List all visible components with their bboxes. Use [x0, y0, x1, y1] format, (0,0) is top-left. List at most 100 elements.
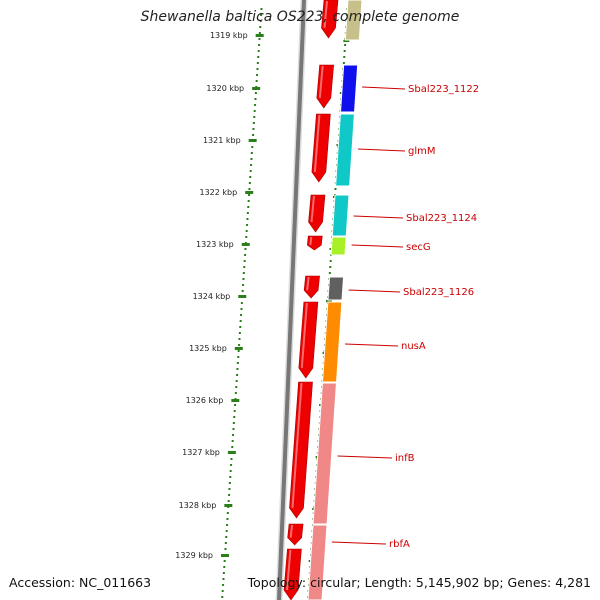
guide-dot-left [233, 416, 236, 418]
gene-arrow-highlight [289, 524, 294, 538]
scale-tick [238, 295, 247, 298]
guide-dot-right [329, 266, 332, 268]
guide-dot-left [222, 572, 225, 574]
guide-dot-left [236, 368, 239, 370]
gene-leader-line [362, 86, 406, 90]
guide-dot-left [245, 230, 248, 232]
scale-tick-label: 1328 kbp [179, 501, 217, 510]
guide-dot-left [232, 422, 235, 424]
scale-tick [221, 554, 229, 557]
guide-dot-left [233, 410, 236, 412]
guide-dot-left [223, 566, 226, 568]
guide-dot-left [237, 350, 240, 352]
gene-leader-line [357, 148, 406, 152]
gene-category-box [339, 64, 359, 113]
guide-dot-left [238, 338, 241, 340]
gene-arrow-forward [289, 381, 313, 519]
gene-label: nusA [401, 341, 426, 352]
guide-dot-left [260, 8, 263, 10]
gene-label: infB [395, 453, 415, 464]
scale-tick [231, 399, 240, 402]
guide-dot-left [252, 128, 255, 130]
guide-dot-left [240, 314, 243, 316]
guide-dot-left [244, 248, 247, 250]
guide-dot-left [243, 260, 246, 262]
minor-tick [326, 300, 332, 302]
guide-dot-left [239, 320, 242, 322]
guide-dot-left [222, 578, 225, 580]
guide-dot-left [227, 500, 230, 502]
guide-dot-left [255, 80, 258, 82]
guide-dot-left [230, 458, 233, 460]
scale-tick-label: 1324 kbp [193, 292, 231, 301]
guide-dot-left [223, 560, 226, 562]
guide-dot-left [244, 254, 247, 256]
topology-text: Topology: circular; Length: 5,145,902 bp… [247, 575, 591, 590]
guide-dot-left [258, 32, 261, 34]
scale-tick [248, 139, 257, 142]
guide-dot-left [242, 284, 245, 286]
guide-dot-left [236, 374, 239, 376]
guide-dot-left [250, 158, 253, 160]
guide-dot-left [243, 266, 246, 268]
guide-dot-left [225, 536, 228, 538]
scale-tick-label: 1326 kbp [186, 396, 224, 405]
guide-dot-left [256, 62, 259, 64]
gene-category-box [330, 236, 347, 256]
guide-dot-left [257, 56, 260, 58]
guide-dot-left [222, 584, 225, 586]
gene-category-box [331, 194, 350, 237]
genome-title: Shewanella baltica OS223, complete genom… [140, 9, 460, 25]
guide-dot-left [234, 392, 237, 394]
gene-label: glmM [408, 146, 436, 157]
guide-dot-left [229, 476, 232, 478]
guide-dot-left [248, 182, 251, 184]
guide-dot-left [226, 512, 229, 514]
guide-dot-left [231, 440, 234, 442]
guide-dot-left [228, 494, 231, 496]
guide-dot-right [328, 272, 331, 274]
gene-arrow-forward [298, 301, 319, 379]
guide-dot-left [226, 524, 229, 526]
gene-label: rbfA [389, 539, 410, 550]
gene-arrow-highlight [309, 236, 313, 246]
guide-dot-left [248, 188, 251, 190]
gene-leader-line [348, 289, 401, 293]
guide-dot-left [242, 278, 245, 280]
accession-text: Accession: NC_011663 [9, 575, 152, 590]
gene-arrow-forward [287, 523, 304, 546]
scale-tick-label: 1323 kbp [196, 240, 234, 249]
gene-arrow-highlight [291, 382, 303, 509]
gene-arrow-highlight [318, 65, 324, 99]
guide-dot-left [258, 44, 261, 46]
gene-category-box [321, 301, 343, 383]
scale-tick-label: 1320 kbp [206, 84, 244, 93]
guide-dot-left [236, 362, 239, 364]
scale-tick-label: 1319 kbp [210, 31, 248, 40]
scale-tick-label: 1329 kbp [175, 551, 213, 560]
guide-dot-right [343, 50, 346, 52]
guide-dot-left [239, 326, 242, 328]
guide-dot-left [256, 74, 259, 76]
guide-dot-left [235, 380, 238, 382]
guide-dot-left [232, 428, 235, 430]
guide-dot-left [253, 110, 256, 112]
guide-dot-left [258, 38, 261, 40]
gene-category-box [307, 524, 328, 600]
guide-dot-left [256, 68, 259, 70]
guide-dot-left [247, 200, 250, 202]
guide-dot-left [254, 98, 257, 100]
guide-dot-left [246, 218, 249, 220]
guide-dot-left [238, 344, 241, 346]
guide-dot-left [248, 194, 251, 196]
gene-label: Sbal223_1124 [406, 213, 477, 224]
guide-dot-left [224, 548, 227, 550]
guide-dot-left [250, 152, 253, 154]
guide-dot-left [253, 116, 256, 118]
scale-tick [255, 34, 264, 37]
guide-dot-left [249, 176, 252, 178]
scale-tick-label: 1327 kbp [182, 448, 220, 457]
guide-dot-left [257, 50, 260, 52]
gene-arrow-forward [283, 548, 302, 600]
